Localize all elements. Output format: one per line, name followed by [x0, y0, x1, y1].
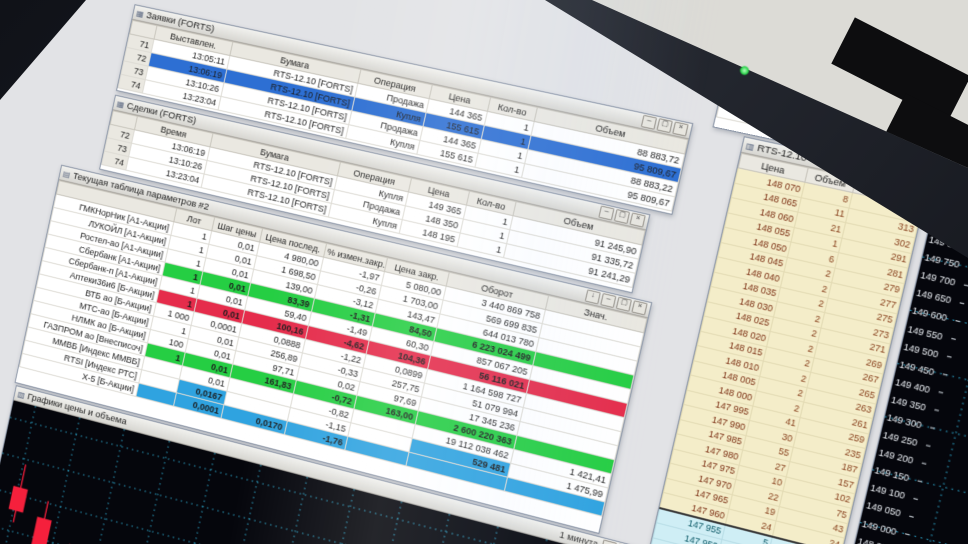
axis-tick-label: 149 400	[894, 377, 931, 396]
axis-tick-label: 149 500	[903, 341, 940, 360]
axis-tick-label: 149 750	[924, 252, 961, 270]
candle-body	[8, 485, 28, 513]
axis-tick	[939, 392, 943, 393]
grid-line	[964, 236, 968, 544]
minimize-button[interactable]: –	[600, 292, 617, 309]
close-icon[interactable]: ×	[908, 174, 927, 190]
axis-tick-label: 149 250	[882, 430, 919, 449]
axis-tick	[947, 356, 951, 357]
axis-tick-label: 149 100	[869, 483, 906, 502]
axis-tick-label: 149 350	[890, 394, 927, 413]
axis-tick	[955, 321, 959, 322]
maximize-button[interactable]: ▢	[656, 118, 673, 134]
axis-tick-label: 149 700	[919, 270, 956, 288]
grid-line	[339, 502, 402, 544]
grid-line	[154, 453, 214, 544]
axis-tick-label: 149 200	[878, 447, 915, 466]
price-volume-chart-window: ▧ Графики цены и объема 1 минута –▢×	[0, 385, 653, 544]
axis-tick	[943, 374, 947, 375]
maximize-button[interactable]: ▢	[615, 296, 633, 312]
axis-tick	[926, 445, 930, 446]
price-chart-icon: ▧	[940, 184, 952, 196]
candle-body	[29, 516, 52, 544]
axis-tick-label: 149 600	[911, 305, 948, 323]
grid-line	[0, 406, 36, 544]
minimize-button[interactable]: –	[600, 539, 618, 544]
orders-window-icon: ▦	[135, 8, 145, 19]
grid-line	[200, 465, 261, 544]
minimize-button[interactable]: –	[892, 170, 910, 187]
trades-window-icon: ▦	[116, 98, 126, 110]
axis-tick-label: 148 950	[857, 535, 894, 544]
axis-tick	[909, 516, 913, 517]
grid-line	[292, 489, 354, 544]
axis-tick	[922, 463, 926, 464]
axis-tick	[918, 481, 922, 482]
close-icon[interactable]: ×	[631, 300, 648, 316]
axis-tick	[960, 303, 964, 304]
grid-line	[482, 539, 547, 544]
price-volume-chart-icon: ▧	[17, 389, 26, 400]
axis-tick	[913, 498, 917, 499]
axis-tick-label: 149 150	[873, 465, 910, 484]
axis-tick-label: 149 000	[861, 518, 898, 537]
axis-tick-label: 149 850	[932, 216, 968, 234]
price-chart-window: ▧ RTS-12.10 [Графики цены и объема] –▢× …	[783, 180, 968, 544]
quotes-table-icon: ▤	[62, 168, 72, 180]
minimize-button[interactable]: –	[640, 114, 658, 130]
axis-tick	[951, 338, 955, 339]
grid-line	[65, 429, 124, 544]
minimize-button[interactable]: –	[598, 205, 615, 221]
grid-line	[246, 477, 308, 544]
maximize-button[interactable]: ▢	[613, 208, 631, 225]
axis-tick-label: 149 650	[915, 288, 952, 306]
axis-tick	[964, 285, 968, 286]
close-icon[interactable]: ×	[672, 121, 689, 137]
axis-tick-label: 149 450	[898, 359, 935, 378]
axis-tick	[930, 427, 934, 428]
sort-icon[interactable]: ↓	[584, 289, 601, 305]
axis-tick-label: 149 800	[928, 234, 965, 252]
axis-tick-label: 149 050	[865, 500, 902, 519]
axis-tick-label: 149 300	[886, 412, 923, 431]
axis-tick	[905, 534, 909, 535]
candlestick-chart[interactable]	[0, 400, 645, 544]
order-book-icon: ▥	[745, 140, 756, 152]
axis-tick-label: 149 550	[907, 323, 944, 341]
axis-tick	[934, 410, 938, 411]
close-icon[interactable]: ×	[629, 212, 646, 228]
